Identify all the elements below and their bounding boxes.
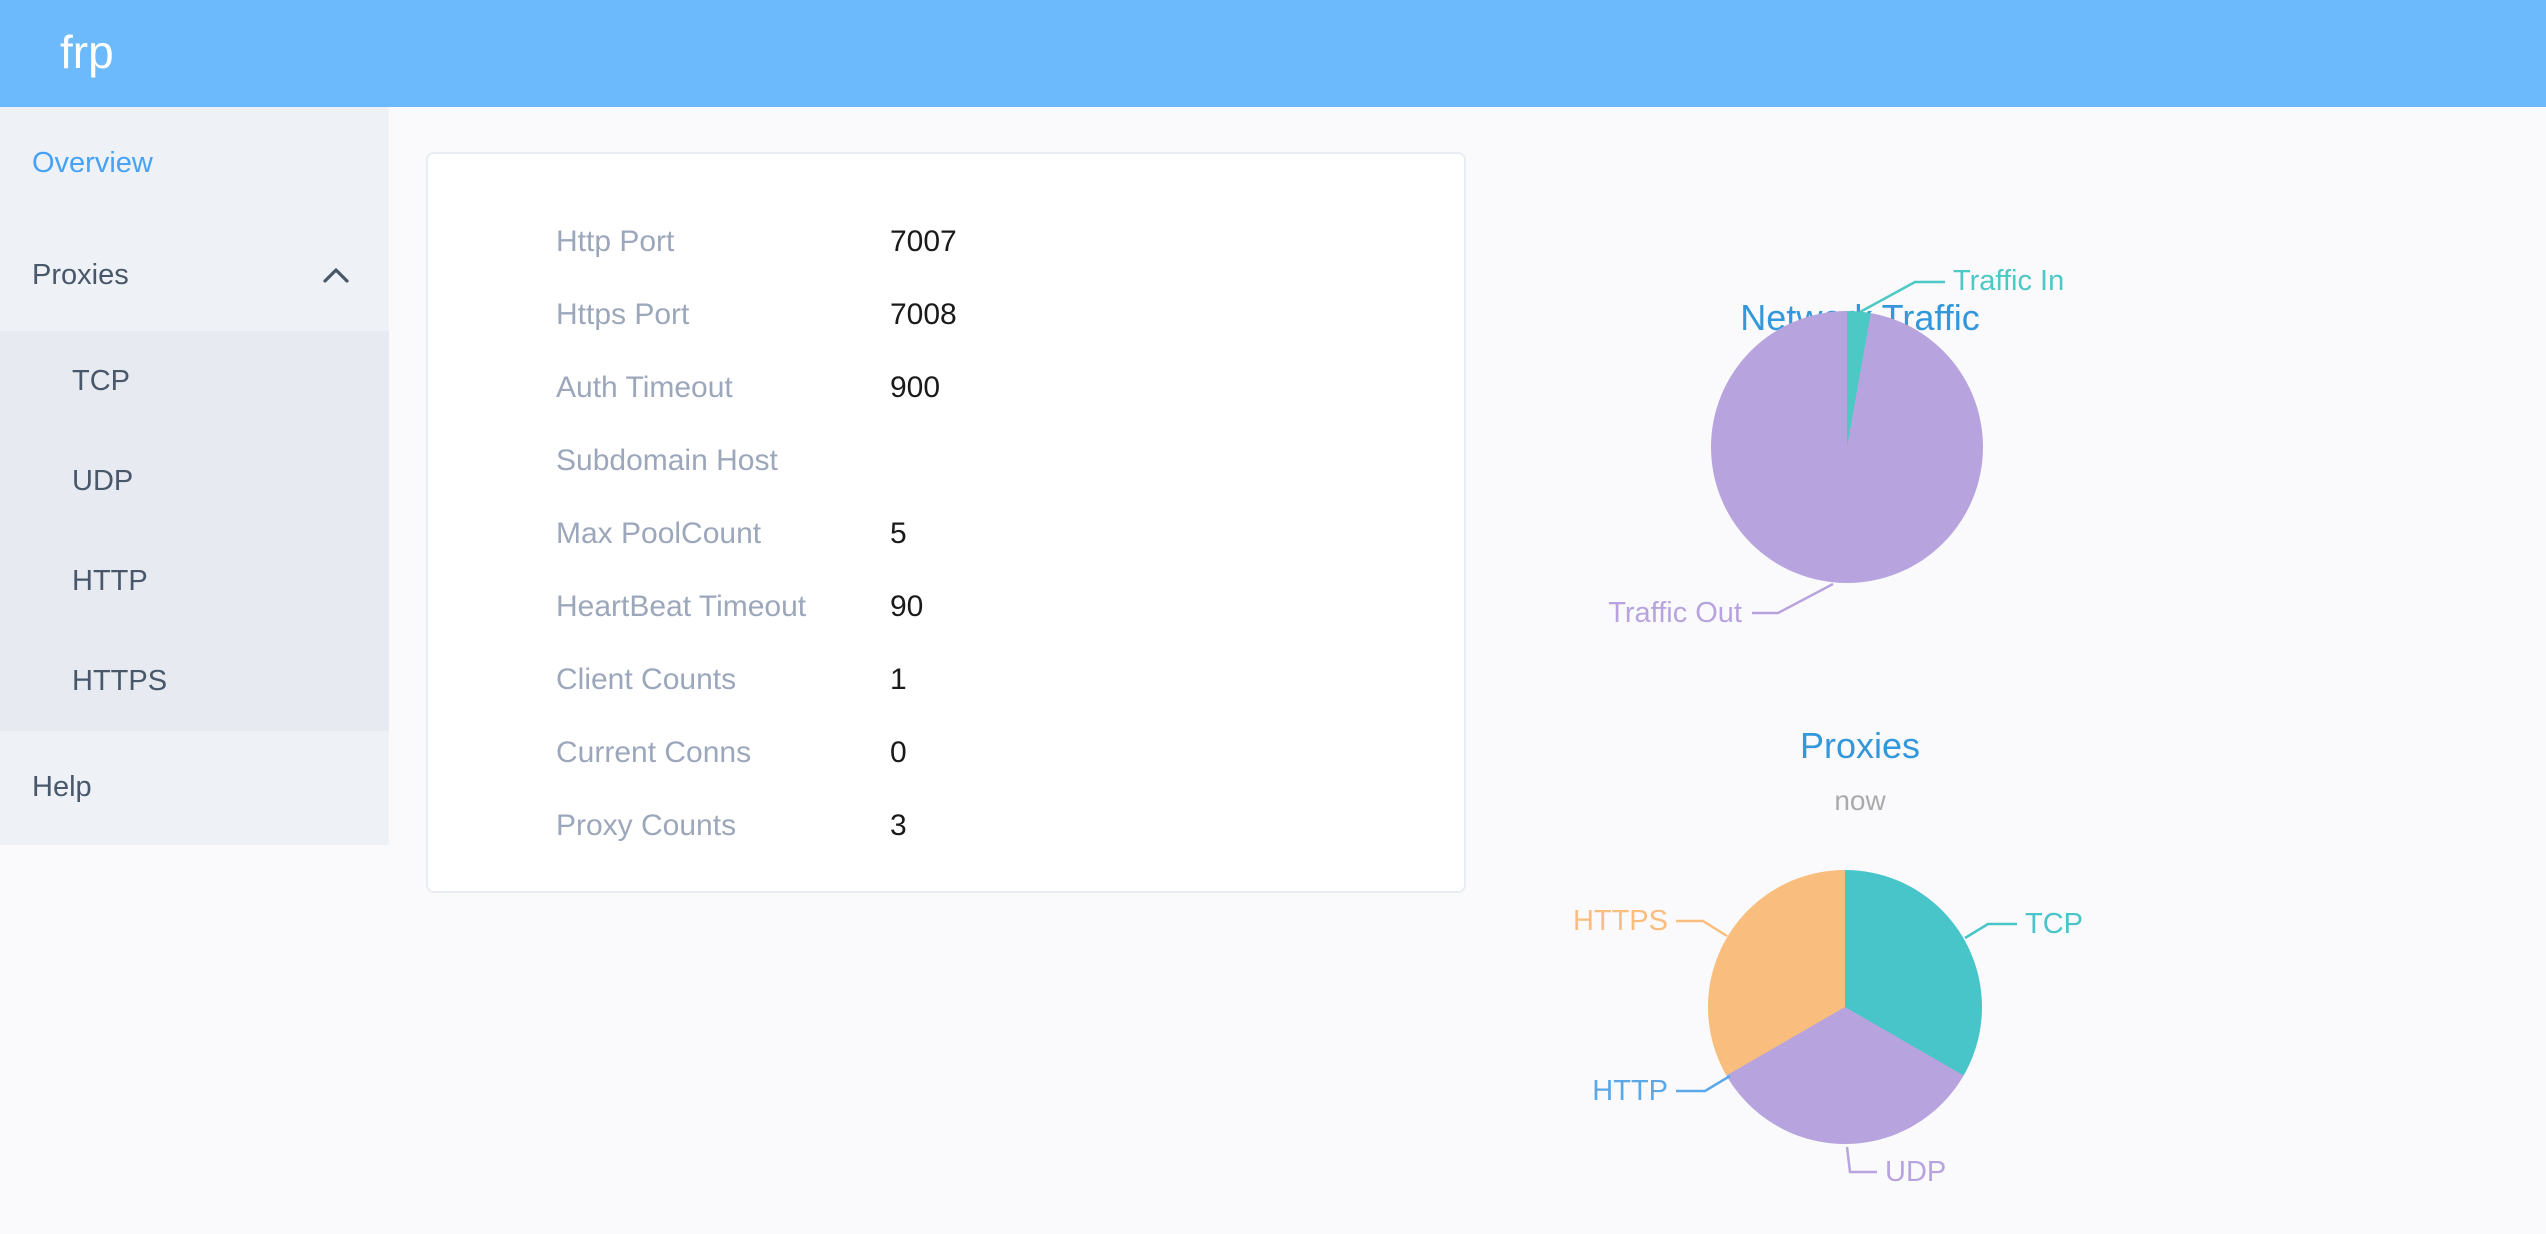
- info-value: 7008: [890, 297, 957, 331]
- sidebar-item-label: HTTPS: [72, 665, 168, 697]
- chart-title: Proxies: [1799, 725, 1921, 766]
- proxies-pie[interactable]: [1708, 870, 1982, 1144]
- server-info-rows: Http Port 7007 Https Port 7008 Auth Time…: [428, 154, 1464, 862]
- sidebar-item-tcp[interactable]: TCP: [0, 331, 389, 431]
- callout-line-http: [1676, 1074, 1731, 1093]
- info-label: Https Port: [556, 297, 690, 331]
- info-value: 900: [890, 370, 941, 404]
- chevron-up-icon: [323, 219, 349, 331]
- sidebar-item-label: TCP: [72, 365, 130, 397]
- network-traffic-pie[interactable]: [1711, 311, 1983, 583]
- pie-label-tcp: TCP: [2025, 908, 2083, 940]
- sidebar-item-label: Proxies: [32, 259, 129, 291]
- proxies-chart: Proxies now TCP UDP HTTP HTTPS: [1540, 700, 2180, 1234]
- info-label: Max PoolCount: [556, 516, 762, 550]
- info-row: Max PoolCount 5: [428, 497, 1464, 570]
- info-label: Subdomain Host: [556, 443, 778, 477]
- app-logo: frp: [60, 26, 114, 78]
- pie-label-traffic-out: Traffic Out: [1608, 597, 1742, 629]
- sidebar-submenu: TCP UDP HTTP HTTPS: [0, 331, 389, 731]
- info-label: Current Conns: [556, 735, 752, 769]
- info-value: 90: [890, 589, 924, 623]
- network-traffic-chart: Network Traffic today Traffic In Traffic…: [1540, 140, 2180, 680]
- pie-label-https: HTTPS: [1572, 905, 1668, 937]
- sidebar-item-help[interactable]: Help: [0, 731, 389, 843]
- callout-line-https: [1676, 919, 1728, 938]
- sidebar-item-label: HTTP: [72, 565, 148, 597]
- info-label: Http Port: [556, 224, 675, 258]
- sidebar-item-https[interactable]: HTTPS: [0, 631, 389, 731]
- server-info-card: Http Port 7007 Https Port 7008 Auth Time…: [426, 152, 1466, 893]
- info-row: Http Port 7007: [428, 205, 1464, 278]
- info-row: Https Port 7008: [428, 278, 1464, 351]
- info-row: Proxy Counts 3: [428, 789, 1464, 862]
- info-label: HeartBeat Timeout: [556, 589, 807, 623]
- info-row: Subdomain Host: [428, 424, 1464, 497]
- sidebar-item-http[interactable]: HTTP: [0, 531, 389, 631]
- info-row: Client Counts 1: [428, 643, 1464, 716]
- info-row: Current Conns 0: [428, 716, 1464, 789]
- info-label: Auth Timeout: [556, 370, 733, 404]
- info-value: 3: [890, 808, 907, 842]
- info-value: 5: [890, 516, 907, 550]
- sidebar-item-overview[interactable]: Overview: [0, 107, 389, 219]
- callout-line-udp: [1845, 1146, 1877, 1174]
- callout-line-tcp: [1964, 922, 2017, 940]
- info-label: Proxy Counts: [556, 808, 737, 842]
- sidebar-item-proxies[interactable]: Proxies: [0, 219, 389, 331]
- pie-label-udp: UDP: [1885, 1156, 1947, 1188]
- callout-line-traffic-out: [1752, 582, 1834, 615]
- info-label: Client Counts: [556, 662, 737, 696]
- info-value: 0: [890, 735, 907, 769]
- sidebar-item-label: UDP: [72, 465, 134, 497]
- app-header: frp: [0, 0, 2546, 107]
- info-value: 7007: [890, 224, 957, 258]
- pie-label-traffic-in: Traffic In: [1953, 265, 2065, 297]
- pie-label-http: HTTP: [1592, 1075, 1668, 1107]
- sidebar-item-label: Help: [32, 771, 92, 803]
- chart-subtitle: now: [1834, 785, 1886, 816]
- sidebar-item-udp[interactable]: UDP: [0, 431, 389, 531]
- sidebar-item-label: Overview: [32, 147, 153, 179]
- sidebar: Overview Proxies TCP UDP HTTP HTTPS: [0, 107, 389, 845]
- info-row: HeartBeat Timeout 90: [428, 570, 1464, 643]
- info-row: Auth Timeout 900: [428, 351, 1464, 424]
- info-value: 1: [890, 662, 907, 696]
